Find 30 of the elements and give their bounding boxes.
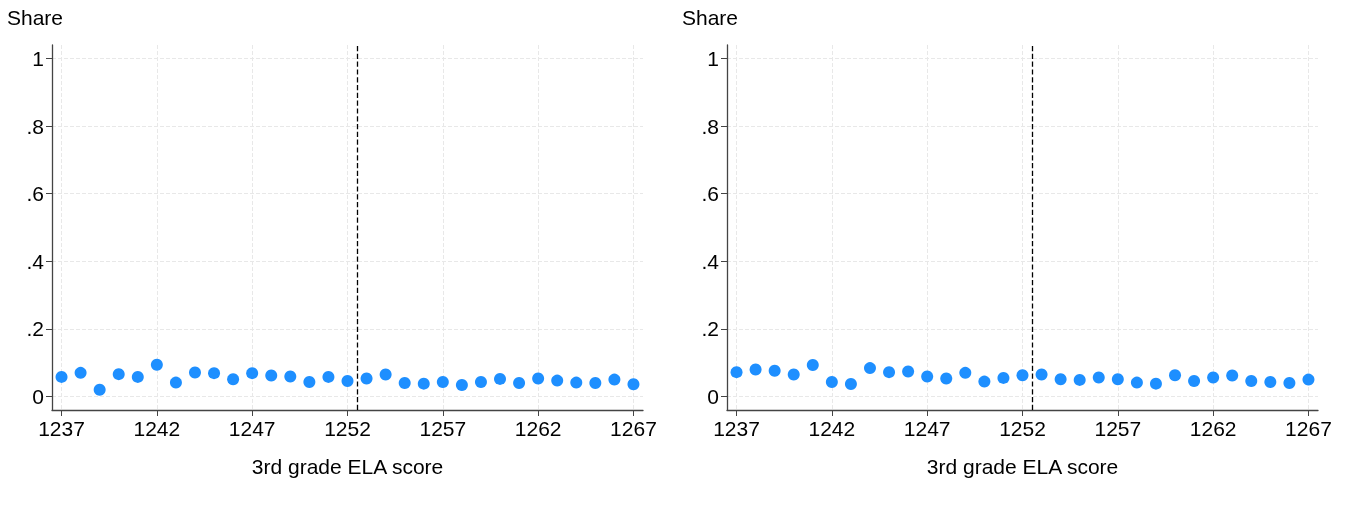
y-tick-label: 1	[707, 47, 719, 71]
y-tick-label: .6	[26, 182, 44, 206]
x-tick-label: 1252	[999, 417, 1046, 440]
y-tick-label: .4	[26, 249, 45, 273]
x-axis-title: 3rd grade ELA score	[251, 455, 444, 478]
y-tick-label: .8	[26, 114, 44, 138]
y-tick-label: .8	[701, 114, 719, 138]
x-tick-label: 1262	[1189, 417, 1237, 440]
y-tick-label: .4	[701, 249, 720, 273]
x-tick-label: 1247	[903, 417, 951, 440]
y-tick-label: 0	[32, 384, 44, 408]
x-tick-label: 1257	[1094, 417, 1142, 440]
x-tick-label: 1242	[133, 417, 181, 440]
y-tick-label: .2	[26, 317, 44, 341]
y-tick-label: .2	[701, 317, 719, 341]
x-tick-label: 1237	[713, 417, 760, 440]
y-tick-label: .6	[701, 182, 719, 206]
x-tick-label: 1242	[808, 417, 856, 440]
x-tick-label: 1247	[228, 417, 276, 440]
x-tick-label: 1252	[324, 417, 371, 440]
x-tick-label: 1257	[419, 417, 467, 440]
y-axis-title: Share	[7, 6, 64, 29]
x-tick-label: 1237	[38, 417, 85, 440]
x-axis-title: 3rd grade ELA score	[926, 455, 1119, 478]
x-tick-label: 1262	[514, 417, 562, 440]
y-tick-label: 1	[32, 47, 44, 71]
y-tick-label: 0	[707, 384, 719, 408]
y-axis-title: Share	[682, 6, 739, 29]
x-tick-label: 1267	[610, 417, 657, 440]
x-tick-label: 1267	[1285, 417, 1332, 440]
